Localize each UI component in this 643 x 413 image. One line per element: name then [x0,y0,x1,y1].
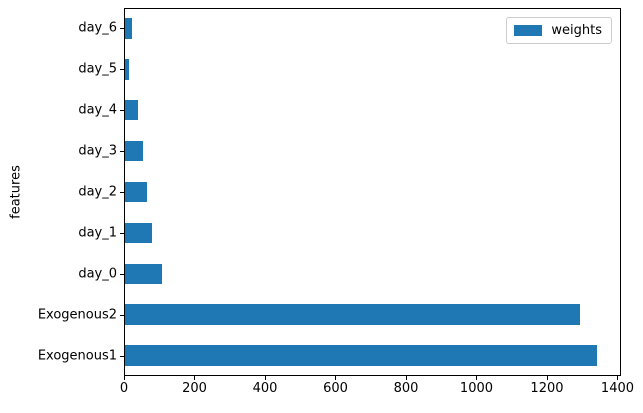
x-tick-mark [335,376,337,380]
x-tick-label-400: 400 [252,381,278,396]
bar-day_5 [125,59,129,80]
y-tick-label-day_0: day_0 [78,266,117,282]
y-tick-mark [120,192,124,193]
y-tick-mark [120,314,124,316]
bar-day_4 [125,100,139,121]
x-tick-label-1200: 1200 [530,381,564,396]
bar-day_0 [125,263,162,284]
y-tick-mark [120,110,124,112]
y-tick-label-day_2: day_2 [78,184,117,200]
x-tick-mark [194,376,196,380]
x-tick-mark [264,376,266,380]
bar-Exogenous2 [125,304,581,325]
y-tick-label-day_4: day_4 [78,102,117,118]
x-tick-label-600: 600 [323,381,348,396]
legend-color-swatch [514,25,543,36]
y-axis-tick-labels: day_6 day_5 day_4 day_3 day_2 day_1 day_0 Exoge… [0,0,117,413]
x-tick-mark [124,376,125,380]
bar-Exogenous1 [125,345,598,366]
bar-day_3 [125,140,143,162]
x-tick-mark [405,376,407,380]
bar-day_2 [125,181,147,203]
y-tick-label-day_6: day_6 [78,20,117,36]
x-tick-mark [617,376,619,380]
y-tick-mark [120,28,124,30]
y-tick-label-day_5: day_5 [78,61,117,77]
y-tick-mark [120,355,124,357]
y-tick-mark [120,232,124,234]
x-tick-label-0: 0 [119,381,129,396]
x-tick-label-1000: 1000 [459,381,494,396]
legend-label: weights [551,23,602,38]
bar-day_6 [125,18,133,39]
y-tick-mark [120,69,124,71]
x-tick-label-800: 800 [393,381,419,396]
bar-day_1 [125,222,152,244]
legend: weights [506,17,612,44]
y-tick-mark [120,151,124,153]
y-tick-label-day_3: day_3 [78,143,117,159]
x-tick-label-1400: 1400 [600,381,635,396]
plot-area: weights [124,8,621,376]
x-tick-mark [476,376,478,380]
y-tick-label-Exogenous2: Exogenous2 [37,307,117,323]
x-tick-mark [546,376,548,380]
y-tick-mark [120,273,124,275]
y-tick-label-day_1: day_1 [78,225,117,241]
y-tick-label-Exogenous1: Exogenous1 [37,348,117,364]
x-tick-label-200: 200 [182,381,207,396]
